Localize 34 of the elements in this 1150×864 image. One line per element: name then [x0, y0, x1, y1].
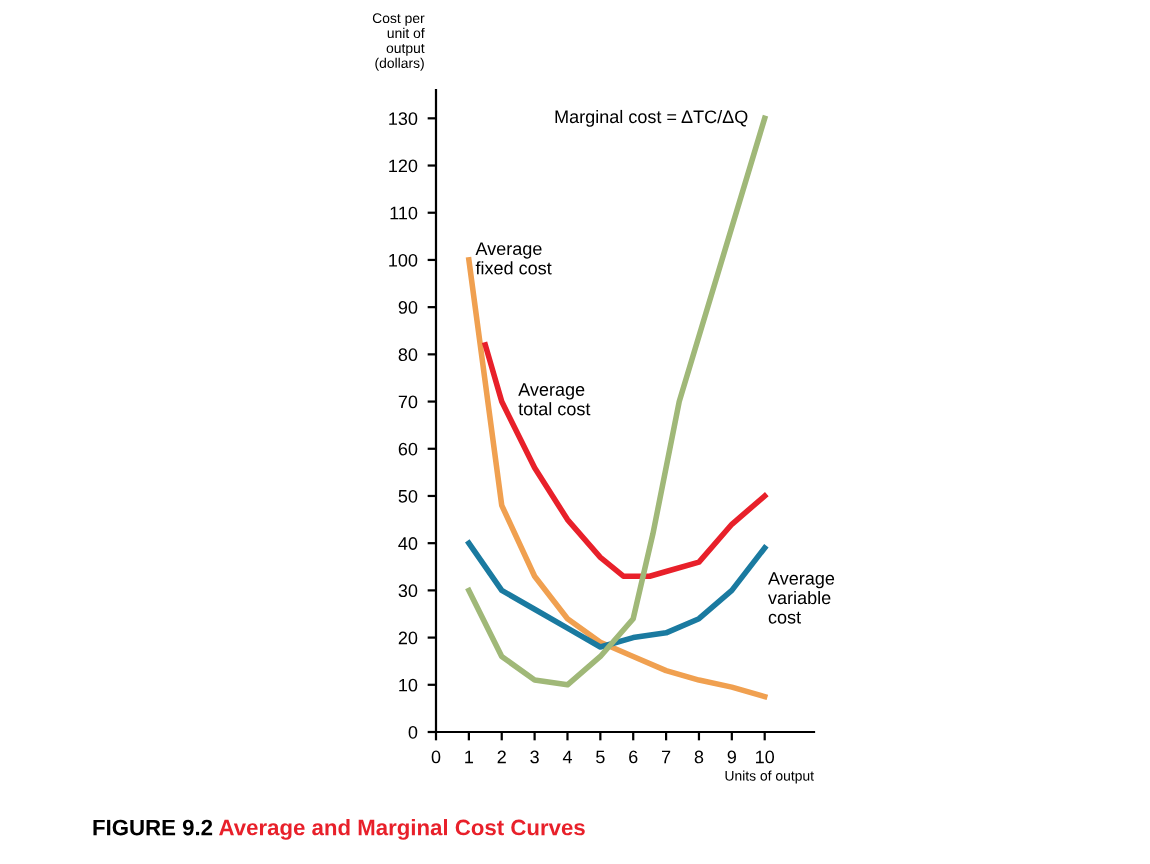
- y-tick-label: 130: [389, 112, 418, 126]
- x-tick-label: 0: [431, 750, 441, 764]
- series-label: Average fixed cost: [475, 242, 552, 275]
- y-tick-label: 20: [398, 631, 418, 645]
- y-tick-label: 120: [389, 159, 418, 173]
- y-tick-label: 10: [399, 678, 418, 692]
- y-tick-label: 100: [389, 253, 418, 267]
- x-tick-label: 5: [596, 750, 605, 764]
- caption: FIGURE 9.2: [93, 819, 213, 836]
- x-tick-label: 9: [727, 750, 736, 764]
- text: Average and Marginal Cost Curves: [219, 819, 585, 840]
- x-tick-label: 3: [530, 750, 539, 764]
- line-series: [466, 540, 768, 650]
- line-series: [466, 257, 768, 700]
- y-tick-label: 40: [398, 537, 418, 550]
- x-tick-label: 6: [629, 750, 638, 764]
- y-tick-label: 30: [398, 584, 418, 598]
- y-tick-label: 60: [398, 442, 418, 456]
- y-tick-label: 80: [398, 348, 418, 362]
- series-label: Average variable cost: [768, 572, 835, 624]
- y-tick-label: 110: [390, 206, 418, 220]
- x-tick-label: 8: [694, 750, 704, 764]
- x-tick-label: 2: [497, 750, 506, 764]
- y-tick-label: 70: [398, 395, 418, 409]
- x-tick-label: 1: [465, 750, 474, 764]
- x-tick-label: 7: [661, 750, 671, 764]
- x-tick-label: 4: [562, 750, 572, 764]
- y-tick-label: 50: [398, 489, 418, 503]
- series-label: Average total cost: [518, 383, 591, 416]
- y-tick-label: 90: [398, 301, 418, 314]
- x-tick-label: 10: [756, 750, 775, 764]
- line-series: [482, 342, 768, 579]
- series-label: Marginal cost = ΔTC/ΔQ: [555, 109, 748, 127]
- y-tick-label: 0: [408, 725, 418, 739]
